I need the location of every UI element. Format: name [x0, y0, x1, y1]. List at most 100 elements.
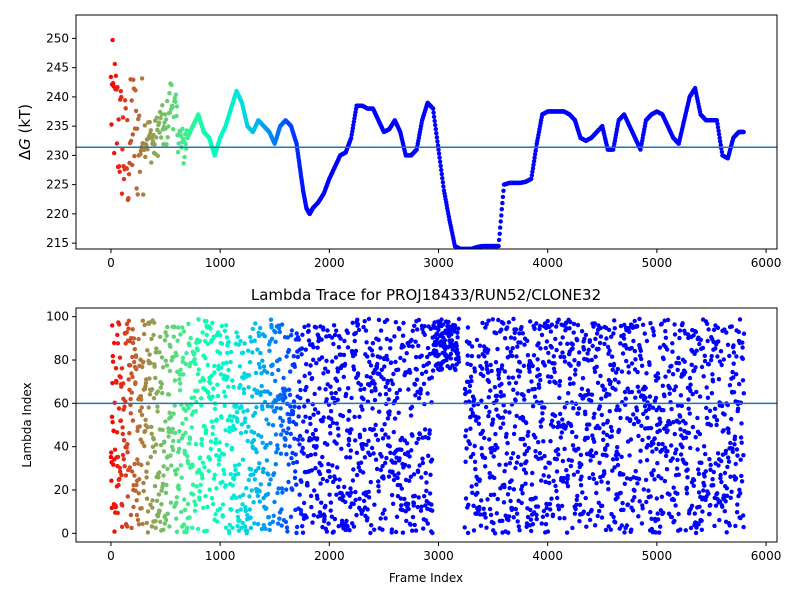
lambda-point	[209, 496, 215, 501]
lambda-point	[329, 416, 334, 422]
lambda-point	[741, 524, 746, 530]
lambda-point	[720, 504, 725, 509]
lambda-point	[484, 360, 489, 365]
lambda-point	[401, 320, 406, 326]
lambda-point	[467, 383, 473, 389]
delta-g-point	[161, 142, 166, 147]
lambda-point	[365, 354, 370, 359]
lambda-point	[598, 373, 603, 379]
lambda-point	[616, 452, 621, 457]
lambda-point	[137, 477, 142, 482]
lambda-point	[722, 509, 727, 514]
lambda-point	[251, 500, 256, 505]
lambda-point	[592, 369, 598, 374]
lambda-point	[636, 433, 641, 439]
lambda-point	[204, 332, 209, 338]
lambda-point	[423, 369, 429, 374]
lambda-point	[663, 374, 668, 379]
lambda-point	[514, 460, 520, 465]
lambda-point	[178, 463, 183, 468]
lambda-point	[324, 397, 329, 402]
lambda-point	[248, 515, 253, 520]
lambda-point	[564, 480, 569, 485]
lambda-point	[292, 404, 297, 409]
lambda-point	[164, 363, 170, 368]
lambda-point	[713, 503, 719, 508]
delta-g-point	[133, 88, 138, 93]
lambda-point	[502, 484, 507, 490]
lambda-point	[381, 376, 386, 382]
lambda-point	[416, 436, 421, 441]
lambda-point	[338, 336, 343, 341]
lambda-point	[152, 449, 157, 454]
lambda-point	[349, 395, 354, 401]
lambda-point	[213, 440, 218, 446]
lambda-point	[574, 502, 579, 507]
lambda-point	[350, 320, 355, 325]
lambda-point	[306, 338, 312, 343]
lambda-point	[501, 321, 506, 326]
lambda-point	[233, 495, 239, 500]
lambda-point	[125, 450, 130, 455]
lambda-point	[549, 496, 554, 501]
lambda-point	[713, 346, 718, 351]
lambda-point	[156, 475, 161, 480]
lambda-point	[546, 359, 552, 364]
lambda-point	[545, 318, 550, 324]
lambda-point	[192, 351, 197, 356]
lambda-point	[384, 455, 389, 461]
lambda-point	[273, 378, 278, 384]
lambda-point	[525, 514, 531, 520]
lambda-point	[273, 462, 278, 467]
lambda-point	[158, 519, 163, 524]
lambda-point	[584, 524, 589, 529]
lambda-point	[382, 507, 387, 513]
lambda-point	[136, 336, 141, 342]
lambda-point	[112, 447, 118, 452]
lambda-point	[223, 428, 228, 433]
lambda-point	[391, 371, 396, 377]
lambda-point	[168, 344, 173, 349]
lambda-point	[669, 406, 674, 412]
lambda-point	[434, 336, 440, 341]
lambda-point	[292, 475, 298, 481]
lambda-point	[506, 517, 511, 523]
lambda-point	[279, 423, 284, 428]
lambda-point	[407, 370, 413, 375]
lambda-point	[670, 372, 676, 377]
lambda-point	[525, 433, 530, 438]
lambda-point	[283, 437, 288, 442]
lambda-point	[540, 514, 546, 519]
lambda-point	[689, 503, 695, 508]
lambda-point	[328, 500, 334, 505]
lambda-point	[309, 376, 315, 381]
lambda-point	[213, 437, 219, 442]
delta-g-point	[156, 120, 162, 125]
lambda-point	[671, 420, 676, 425]
lambda-point	[395, 475, 400, 481]
lambda-point	[533, 435, 538, 440]
delta-g-point	[165, 98, 170, 104]
lambda-point	[465, 325, 471, 330]
lambda-point	[256, 333, 262, 339]
lambda-point	[658, 524, 663, 529]
lambda-point	[551, 354, 556, 359]
lambda-point	[547, 480, 552, 486]
lambda-point	[111, 428, 116, 433]
lambda-point	[117, 322, 122, 327]
lambda-point	[592, 439, 597, 444]
lambda-point	[455, 330, 460, 335]
lambda-point	[671, 497, 677, 503]
lambda-point	[621, 332, 626, 338]
lambda-point	[710, 477, 715, 482]
lambda-point	[508, 349, 513, 354]
lambda-point	[240, 457, 246, 462]
lambda-point	[632, 318, 637, 324]
lambda-point	[514, 413, 519, 419]
lambda-point	[539, 521, 544, 526]
lambda-point	[685, 332, 691, 337]
lambda-point	[528, 319, 533, 324]
lambda-point	[206, 468, 211, 474]
lambda-point	[147, 392, 153, 397]
lambda-point	[236, 342, 241, 347]
